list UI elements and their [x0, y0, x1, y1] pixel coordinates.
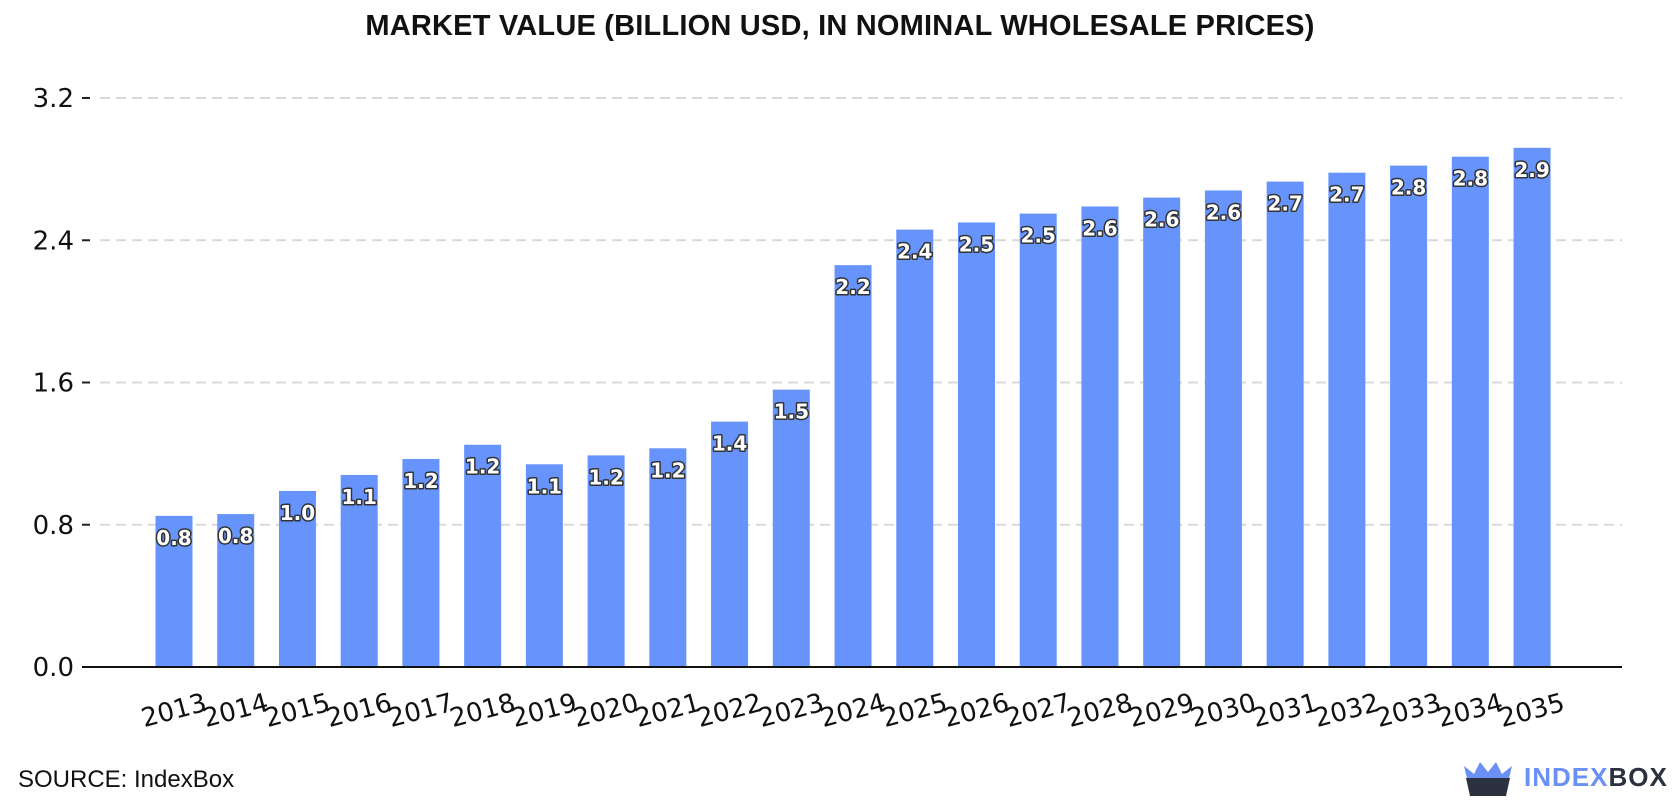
x-tick-label: 2034 — [1434, 688, 1506, 734]
x-tick-label: 2013 — [138, 688, 210, 734]
x-tick-label: 2020 — [570, 688, 642, 734]
x-tick-label: 2027 — [1002, 688, 1074, 734]
data-label: 2.6 — [1206, 200, 1241, 224]
x-axis: 2013201420152016201720182019202020212022… — [82, 666, 1622, 734]
data-label: 2.5 — [959, 232, 994, 256]
data-labels: 0.8 0.8 1.0 1.1 1.2 1.2 1.1 1.2 1.2 1.4 1.5 2.2 2.4 2… — [155, 156, 1551, 551]
logo-text-index: INDEX — [1524, 762, 1609, 792]
bar — [1390, 165, 1428, 667]
data-label: 1.1 — [527, 474, 562, 498]
data-label: 1.2 — [650, 458, 685, 482]
x-tick-label: 2025 — [879, 688, 951, 734]
bar — [464, 444, 502, 667]
x-tick-label: 2032 — [1311, 688, 1383, 734]
data-label: 2.4 — [897, 240, 932, 264]
x-tick-label: 2035 — [1496, 688, 1568, 734]
y-tick-label: 1.6 — [33, 369, 74, 399]
bar — [217, 514, 255, 667]
indexbox-logo: INDEXBOX — [1462, 756, 1672, 800]
data-label: 2.8 — [1391, 176, 1426, 200]
bar — [1451, 156, 1489, 667]
bar — [649, 448, 687, 667]
bar — [834, 265, 872, 667]
data-label: 2.7 — [1267, 192, 1302, 216]
x-tick-label: 2023 — [755, 688, 827, 734]
y-tick-label: 0.0 — [33, 653, 74, 683]
x-tick-label: 2018 — [447, 688, 519, 734]
bar — [587, 455, 625, 667]
bar — [278, 490, 316, 667]
x-tick-label: 2029 — [1126, 688, 1198, 734]
data-label: 0.8 — [218, 524, 253, 548]
y-tick-label: 2.4 — [33, 226, 74, 256]
bars — [155, 147, 1551, 668]
bar — [957, 222, 995, 667]
x-tick-label: 2019 — [509, 688, 581, 734]
bar — [525, 464, 563, 667]
bar — [772, 389, 810, 667]
data-label: 2.6 — [1082, 216, 1117, 240]
x-tick-label: 2017 — [385, 688, 457, 734]
x-tick-label: 2030 — [1188, 688, 1260, 734]
bar — [896, 229, 934, 668]
x-tick-label: 2015 — [262, 688, 334, 734]
data-label: 2.2 — [835, 275, 870, 299]
bar — [402, 458, 440, 667]
data-label: 2.6 — [1144, 208, 1179, 232]
x-tick-label: 2021 — [632, 688, 704, 734]
data-label: 1.5 — [774, 400, 809, 424]
data-label: 2.7 — [1329, 183, 1364, 207]
x-tick-label: 2031 — [1249, 688, 1321, 734]
crown-box-icon — [1464, 762, 1512, 796]
bar — [1266, 181, 1304, 667]
bar — [1081, 206, 1119, 667]
y-axis: 0.0 0.8 1.6 2.4 3.2 — [33, 84, 90, 683]
bar — [1204, 190, 1242, 667]
x-tick-label: 2024 — [817, 688, 889, 734]
bar-chart: 0.0 0.8 1.6 2.4 3.2 0.8 0.8 1.0 1.1 1.2 1.2 1.1 1.2… — [33, 84, 1622, 734]
data-label: 0.8 — [156, 526, 191, 550]
bar — [711, 421, 749, 667]
data-label: 1.2 — [465, 455, 500, 479]
x-tick-label: 2028 — [1064, 688, 1136, 734]
x-tick-label: 2016 — [323, 688, 395, 734]
data-label: 2.9 — [1514, 158, 1549, 182]
bar — [1019, 213, 1057, 667]
x-tick-label: 2014 — [200, 688, 272, 734]
data-label: 1.4 — [712, 432, 747, 456]
data-label: 1.2 — [588, 465, 623, 489]
x-tick-label: 2033 — [1373, 688, 1445, 734]
x-tick-label: 2026 — [941, 688, 1013, 734]
bar — [155, 515, 193, 667]
bar — [1513, 147, 1551, 668]
data-label: 2.5 — [1021, 224, 1056, 248]
y-tick-label: 0.8 — [33, 511, 74, 541]
chart-title: MARKET VALUE (BILLION USD, IN NOMINAL WH… — [365, 10, 1315, 42]
data-label: 1.0 — [280, 501, 315, 525]
logo-text: INDEXBOX — [1524, 762, 1668, 793]
y-tick-label: 3.2 — [33, 84, 74, 114]
source-note: SOURCE: IndexBox — [18, 766, 235, 793]
logo-text-box: BOX — [1608, 762, 1668, 792]
data-label: 1.1 — [341, 485, 376, 509]
bar — [340, 474, 378, 667]
data-label: 2.8 — [1453, 167, 1488, 191]
bar — [1143, 197, 1181, 667]
bar — [1328, 172, 1366, 667]
data-label: 1.2 — [403, 469, 438, 493]
x-tick-label: 2022 — [694, 688, 766, 734]
